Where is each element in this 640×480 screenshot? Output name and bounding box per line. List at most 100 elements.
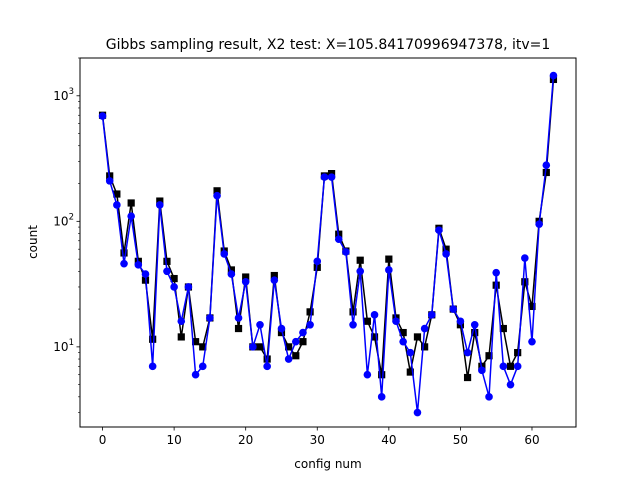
data-point [313,257,322,266]
x-tick-label: 20 [238,433,253,447]
series-layer [98,71,558,417]
data-point [277,324,286,333]
x-tick-label: 0 [99,433,107,447]
data-point [456,317,465,326]
data-point [421,343,429,351]
data-point [213,187,221,195]
data-point [385,255,393,263]
x-tick-label: 30 [310,433,325,447]
x-tick-label: 60 [524,433,539,447]
data-point [506,380,515,389]
data-point [242,273,250,281]
data-point [499,362,508,371]
data-point [406,368,414,376]
data-point [284,355,293,363]
data-point [535,220,543,228]
y-tick-label: 101 [53,338,74,354]
data-point [463,373,472,382]
data-point [120,259,128,268]
data-point [542,168,550,177]
data-point [320,173,329,181]
x-axis-title: config num [294,457,361,471]
data-point [399,337,407,346]
data-point [449,305,458,313]
plot-frame [79,57,577,428]
data-point [163,257,171,265]
data-point [134,261,143,269]
data-point [105,177,114,185]
data-point [356,256,364,264]
data-point [270,271,278,280]
data-point [199,343,207,351]
data-point [492,268,500,277]
data-point [385,266,393,274]
data-point [463,348,472,357]
data-point [478,366,486,375]
data-point [378,371,386,379]
data-point [213,191,221,200]
data-point [227,266,235,274]
data-point [427,311,436,319]
data-point [392,317,400,326]
data-point [177,317,186,326]
x-tick-label: 10 [166,433,181,447]
data-point [406,348,415,357]
data-point [141,270,150,278]
data-point [241,277,250,286]
data-point [370,311,379,319]
data-point [506,362,515,370]
x-tick-label: 40 [381,433,396,447]
data-point [256,343,264,351]
data-point [170,283,178,291]
data-point [285,343,293,351]
data-point [435,226,443,234]
data-point [191,338,200,346]
data-point [528,337,536,346]
data-point [263,362,271,371]
data-point [156,201,164,209]
data-point [170,274,178,283]
data-point [234,324,243,333]
data-point [177,333,185,341]
data-point [299,328,307,337]
data-point [227,270,236,278]
data-point [184,283,193,291]
data-point [514,349,522,357]
data-point [377,393,386,401]
data-point [485,352,493,360]
data-point [413,333,422,341]
data-point [163,267,171,276]
data-point [470,320,479,329]
data-point [306,320,314,329]
data-point [442,250,450,258]
data-point [327,173,336,181]
series-line [101,75,555,414]
data-point [356,267,365,276]
data-point [349,308,357,316]
data-point [234,314,243,322]
y-axis: 101 102 103 [53,57,80,413]
chart-title: Gibbs sampling result, X2 test: X=105.84… [106,37,551,53]
data-point [299,338,307,346]
data-point [113,201,121,209]
data-point [334,235,343,244]
data-point [156,197,164,205]
data-point [420,324,429,333]
data-point [198,362,207,371]
data-point [191,370,200,379]
data-point [521,254,529,262]
data-point [499,324,507,333]
data-point [521,278,529,286]
series-1 [98,75,558,382]
data-point [120,249,128,257]
y-tick-label: 103 [53,87,74,103]
data-point [127,212,135,220]
x-tick-label: 50 [453,433,468,447]
data-point [220,250,229,258]
data-point [528,302,536,311]
y-axis-title: count [26,225,40,259]
data-point [370,333,379,341]
data-point [270,276,279,284]
data-point [113,190,121,198]
